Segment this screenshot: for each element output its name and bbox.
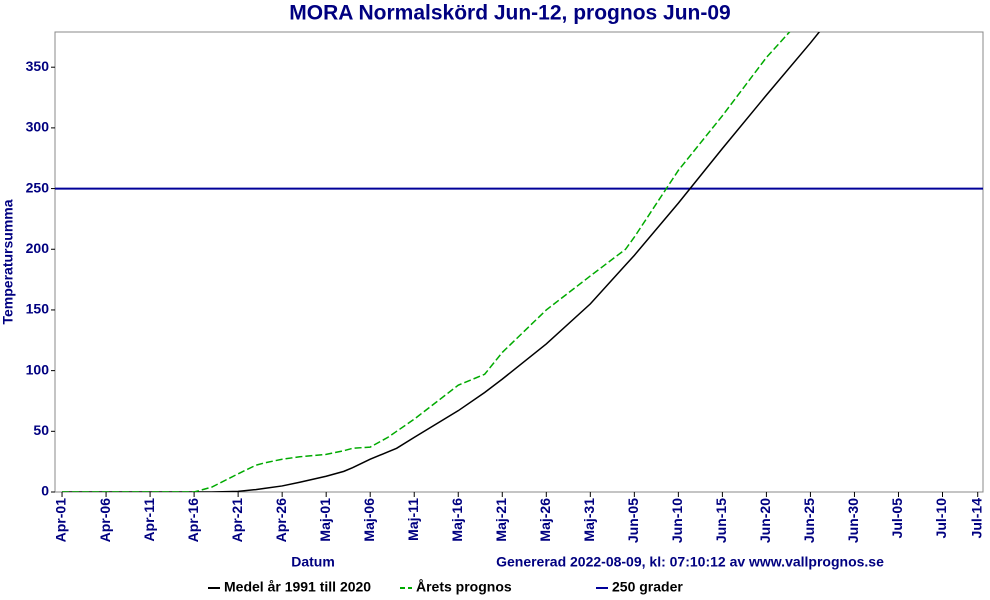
y-axis-label: Temperatursumma xyxy=(0,199,16,324)
x-tick-label: Jun-30 xyxy=(845,498,861,543)
legend-label: Medel år 1991 till 2020 xyxy=(224,579,371,595)
x-tick-label: Apr-21 xyxy=(229,498,245,543)
y-tick-label: 200 xyxy=(26,240,50,256)
series-line xyxy=(62,32,821,492)
y-tick-label: 350 xyxy=(26,58,50,74)
x-tick-label: Jul-05 xyxy=(889,498,905,539)
x-tick-label: Maj-31 xyxy=(581,498,597,542)
legend-label: 250 grader xyxy=(612,579,683,595)
x-tick-label: Apr-06 xyxy=(97,498,113,543)
x-tick-label: Apr-26 xyxy=(273,498,289,543)
y-tick-label: 100 xyxy=(26,361,50,377)
x-tick-label: Jun-20 xyxy=(757,498,773,543)
x-tick-label: Jun-15 xyxy=(713,498,729,543)
x-tick-label: Maj-06 xyxy=(361,498,377,542)
legend-label: Årets prognos xyxy=(416,579,512,595)
x-axis-label: Datum xyxy=(291,554,335,570)
x-tick-label: Maj-01 xyxy=(317,498,333,542)
y-tick-label: 300 xyxy=(26,119,50,135)
x-tick-label: Jul-10 xyxy=(933,498,949,539)
x-tick-label: Apr-11 xyxy=(141,498,157,542)
x-tick-label: Jul-14 xyxy=(968,498,984,539)
footer: Genererad 2022-08-09, kl: 07:10:12 av ww… xyxy=(496,554,884,570)
y-tick-label: 150 xyxy=(26,301,50,317)
y-tick-label: 0 xyxy=(41,483,49,499)
series-line xyxy=(62,32,791,492)
x-tick-label: Apr-01 xyxy=(53,498,69,543)
x-tick-label: Maj-11 xyxy=(405,498,421,541)
y-tick-label: 250 xyxy=(26,179,50,195)
x-tick-label: Jun-25 xyxy=(801,498,817,543)
chart-title: MORA Normalskörd Jun-12, prognos Jun-09 xyxy=(289,2,730,25)
y-tick-label: 50 xyxy=(33,422,49,438)
plot-area xyxy=(54,31,984,493)
x-tick-label: Jun-05 xyxy=(625,498,641,543)
x-tick-label: Apr-16 xyxy=(185,498,201,543)
x-tick-label: Jun-10 xyxy=(669,498,685,543)
x-tick-label: Maj-26 xyxy=(537,498,553,542)
x-tick-label: Maj-21 xyxy=(493,498,509,542)
x-tick-label: Maj-16 xyxy=(449,498,465,542)
